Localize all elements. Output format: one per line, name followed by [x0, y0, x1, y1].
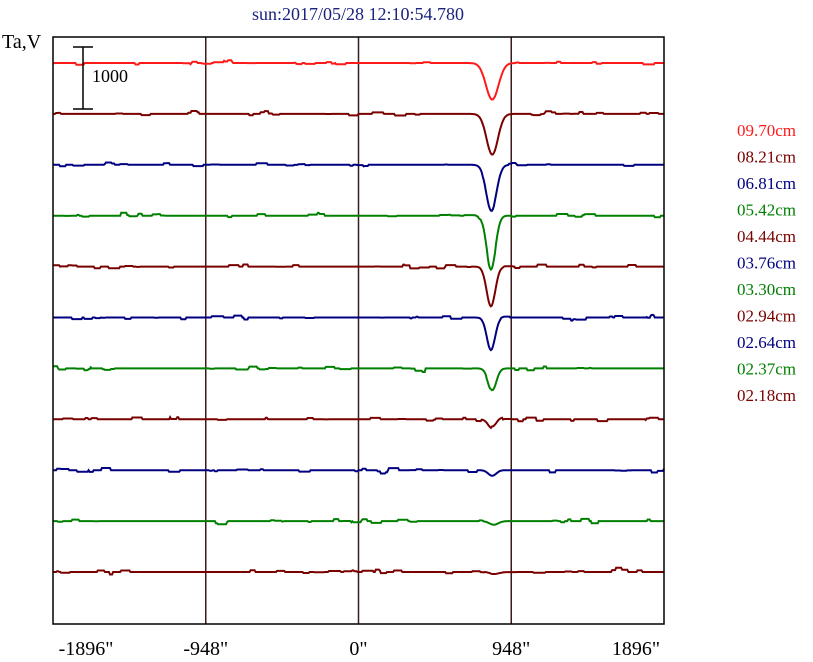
- series-line-02.94cm: [53, 415, 664, 430]
- series-line-04.44cm: [53, 263, 664, 308]
- legend: 09.70cm 08.21cm 06.81cm 05.42cm 04.44cm 03.76…: [737, 121, 796, 405]
- series-line-02.64cm: [53, 467, 665, 477]
- legend-entry-06.81cm: 06.81cm: [737, 174, 796, 193]
- legend-entry-02.37cm: 02.37cm: [737, 360, 796, 379]
- x-tick-label: 1896": [612, 638, 660, 660]
- x-tick-label: 0": [349, 638, 367, 660]
- chart-title: sun:2017/05/28 12:10:54.780: [252, 4, 464, 24]
- legend-entry-03.76cm: 03.76cm: [737, 254, 796, 273]
- legend-entry-08.21cm: 08.21cm: [737, 148, 796, 167]
- legend-entry-02.64cm: 02.64cm: [737, 333, 796, 352]
- x-tick-label: -1896": [59, 638, 114, 660]
- legend-entry-02.18cm: 02.18cm: [737, 386, 796, 405]
- series-line-03.30cm: [53, 365, 664, 392]
- legend-entry-09.70cm: 09.70cm: [737, 121, 796, 140]
- series-line-06.81cm: [53, 161, 664, 212]
- axes: [52, 36, 665, 625]
- x-tick-label: 948": [492, 638, 530, 660]
- y-axis-label: Ta,V: [2, 31, 42, 53]
- x-tick-labels: -1896" -948" 0" 948" 1896": [59, 638, 661, 660]
- plot-frame: [52, 36, 665, 625]
- scale-bar-label: 1000: [92, 66, 128, 86]
- series-line-05.42cm: [53, 211, 664, 272]
- series-line-09.70cm: [53, 59, 664, 101]
- x-tick-label: -948": [183, 638, 228, 660]
- scale-bar: 1000: [73, 46, 128, 110]
- series-line-03.76cm: [53, 313, 664, 352]
- series-line-08.21cm: [53, 110, 664, 156]
- gridlines: [205, 37, 512, 624]
- legend-entry-05.42cm: 05.42cm: [737, 201, 796, 220]
- series-line-02.37cm: [53, 517, 664, 526]
- legend-entry-02.94cm: 02.94cm: [737, 307, 796, 326]
- legend-entry-04.44cm: 04.44cm: [737, 227, 796, 246]
- series-line-02.18cm: [53, 566, 664, 576]
- series-group: [53, 59, 665, 576]
- legend-entry-03.30cm: 03.30cm: [737, 280, 796, 299]
